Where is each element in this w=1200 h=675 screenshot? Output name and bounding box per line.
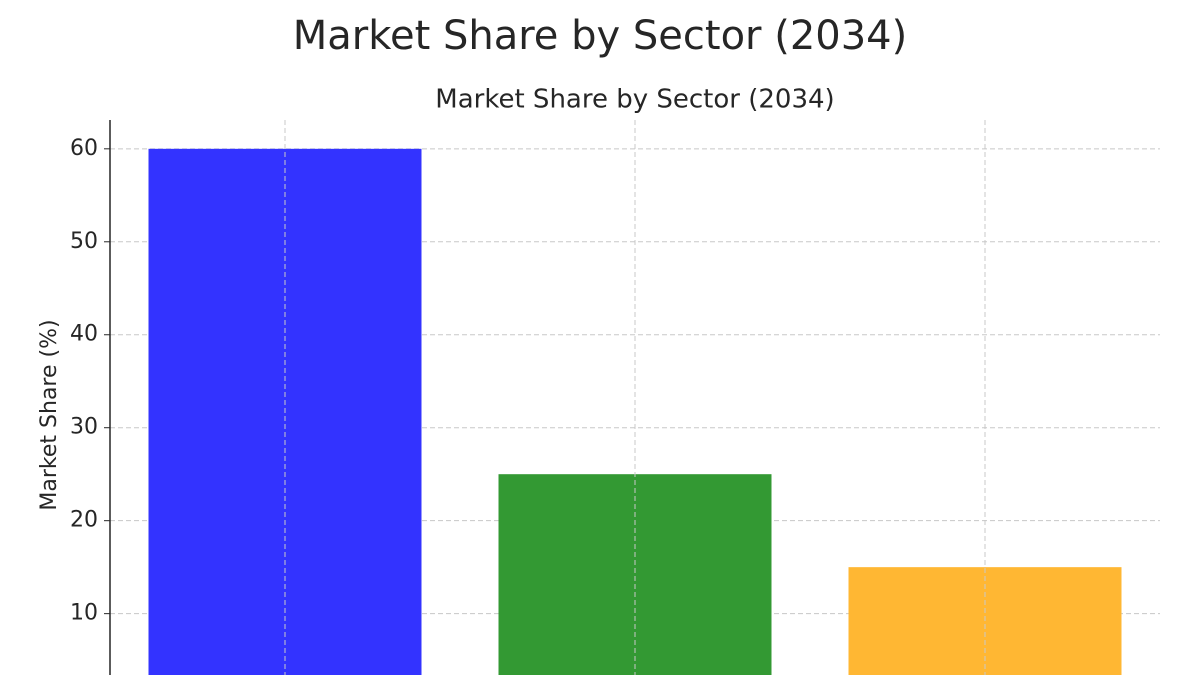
y-tick-label: 40 [70, 322, 98, 347]
y-axis-label: Market Share (%) [37, 319, 62, 510]
chart-title: Market Share by Sector (2034) [293, 13, 907, 59]
y-tick-label: 50 [70, 229, 98, 254]
y-tick-label: 60 [70, 136, 98, 161]
chart-subtitle: Market Share by Sector (2034) [435, 85, 834, 115]
y-tick-label: 20 [70, 508, 98, 533]
y-tick-label: 10 [70, 601, 98, 626]
y-tick-label: 30 [70, 415, 98, 440]
